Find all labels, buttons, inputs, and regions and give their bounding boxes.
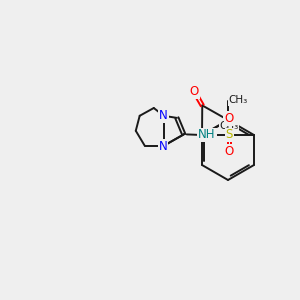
Text: O: O [225,145,234,158]
Text: O: O [189,85,199,98]
Text: N: N [159,140,167,153]
Text: CH₃: CH₃ [229,95,248,105]
Text: S: S [226,128,233,142]
Text: NH: NH [198,128,216,142]
Text: CH₃: CH₃ [219,121,238,131]
Text: N: N [224,113,232,127]
Text: N: N [198,128,206,142]
Text: N: N [159,109,168,122]
Text: O: O [225,112,234,125]
